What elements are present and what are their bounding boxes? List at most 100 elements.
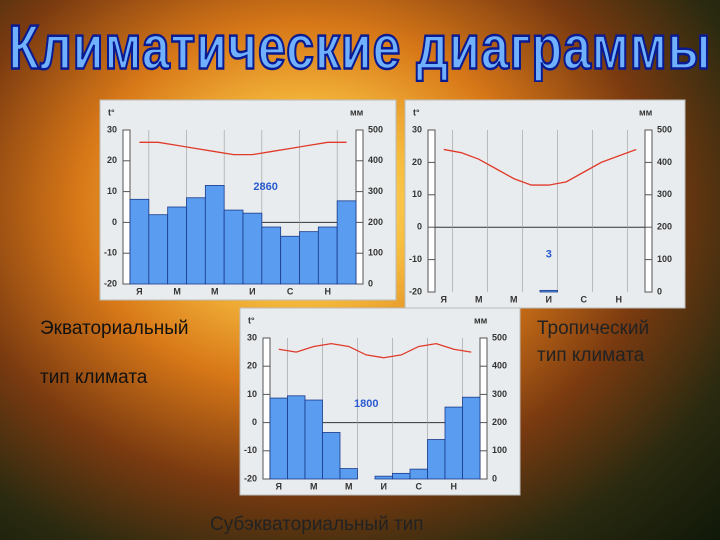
y2-tick-label: 300 bbox=[368, 186, 383, 196]
y-axis-label: t° bbox=[413, 107, 420, 117]
y2-tick-label: 500 bbox=[657, 124, 672, 134]
y-tick-label: 10 bbox=[412, 189, 422, 199]
x-tick-label: М bbox=[173, 286, 181, 296]
y2-tick-label: 500 bbox=[368, 124, 383, 134]
scale-bar bbox=[355, 129, 364, 285]
x-tick-label: М bbox=[310, 481, 318, 491]
y-tick-label: -20 bbox=[104, 278, 117, 288]
y2-tick-label: 400 bbox=[657, 157, 672, 167]
precipitation-bar bbox=[299, 231, 319, 285]
scale-bar bbox=[479, 337, 488, 480]
x-tick-label: И bbox=[381, 481, 387, 491]
y-tick-label: -20 bbox=[244, 473, 257, 483]
y-tick-label: 30 bbox=[412, 124, 422, 134]
y-tick-label: -10 bbox=[409, 254, 422, 264]
y2-tick-label: 200 bbox=[492, 417, 507, 427]
precipitation-bar bbox=[280, 235, 300, 285]
y2-tick-label: 0 bbox=[492, 473, 497, 483]
chart-panel bbox=[404, 99, 686, 309]
x-tick-label: М bbox=[345, 481, 353, 491]
precipitation-bar bbox=[317, 226, 338, 285]
x-tick-label: И bbox=[249, 286, 255, 296]
x-tick-label: М bbox=[475, 294, 483, 304]
precipitation-bar bbox=[223, 209, 244, 285]
scale-bar bbox=[262, 337, 271, 480]
caption: Экваториальный bbox=[40, 318, 189, 339]
precipitation-bar bbox=[374, 475, 393, 480]
x-tick-label: М bbox=[510, 294, 518, 304]
annotation: 2860 bbox=[253, 181, 277, 193]
precipitation-bar bbox=[462, 396, 481, 480]
precipitation-bar bbox=[539, 289, 558, 293]
y-tick-label: 20 bbox=[247, 361, 257, 371]
y2-axis-label: мм bbox=[474, 315, 488, 325]
scale-bar bbox=[644, 129, 653, 293]
y-axis-label: t° bbox=[248, 315, 255, 325]
y2-tick-label: 100 bbox=[657, 254, 672, 264]
annotation: 1800 bbox=[354, 398, 378, 410]
precipitation-bar bbox=[336, 200, 357, 285]
y2-tick-label: 200 bbox=[368, 217, 383, 227]
precipitation-bar bbox=[269, 397, 288, 480]
x-tick-label: Я bbox=[136, 286, 142, 296]
precipitation-bar bbox=[322, 432, 341, 480]
slide-title: Климатические диаграммы bbox=[8, 11, 712, 84]
x-tick-label: И bbox=[546, 294, 552, 304]
precipitation-bar bbox=[167, 206, 187, 285]
precipitation-bar bbox=[129, 198, 150, 285]
y2-tick-label: 100 bbox=[368, 248, 383, 258]
x-tick-label: Н bbox=[616, 294, 623, 304]
y2-axis-label: мм bbox=[639, 107, 653, 117]
y-tick-label: 0 bbox=[252, 417, 257, 427]
x-tick-label: С bbox=[287, 286, 294, 296]
y-tick-label: -10 bbox=[244, 445, 257, 455]
y-tick-label: 30 bbox=[247, 332, 257, 342]
precipitation-bar bbox=[444, 406, 463, 480]
y2-tick-label: 200 bbox=[657, 222, 672, 232]
y2-tick-label: 100 bbox=[492, 445, 507, 455]
caption: Тропический bbox=[537, 318, 650, 339]
precipitation-bar bbox=[427, 439, 446, 480]
x-tick-label: С bbox=[416, 481, 423, 491]
x-tick-label: Н bbox=[325, 286, 332, 296]
y-axis-label: t° bbox=[108, 107, 115, 117]
x-tick-label: М bbox=[211, 286, 219, 296]
x-tick-label: Я bbox=[441, 294, 447, 304]
y-tick-label: 0 bbox=[417, 222, 422, 232]
y2-tick-label: 500 bbox=[492, 332, 507, 342]
precipitation-bar bbox=[261, 226, 282, 285]
scale-bar bbox=[427, 129, 436, 293]
y-tick-label: -20 bbox=[409, 286, 422, 296]
scale-bar bbox=[122, 129, 131, 285]
precipitation-bar bbox=[242, 212, 263, 285]
precipitation-bar bbox=[409, 468, 428, 480]
y-tick-label: 30 bbox=[107, 124, 117, 134]
y-tick-label: 20 bbox=[412, 157, 422, 167]
temperature-line bbox=[443, 148, 637, 186]
y2-tick-label: 0 bbox=[657, 286, 662, 296]
annotation: 3 bbox=[546, 249, 552, 261]
y-tick-label: 0 bbox=[112, 217, 117, 227]
y2-tick-label: 400 bbox=[368, 155, 383, 165]
precipitation-bar bbox=[339, 468, 358, 480]
y2-tick-label: 0 bbox=[368, 278, 373, 288]
caption: тип климата bbox=[537, 345, 645, 366]
precipitation-bar bbox=[148, 214, 169, 285]
y-tick-label: 10 bbox=[107, 186, 117, 196]
y2-axis-label: мм bbox=[350, 107, 364, 117]
y-tick-label: -10 bbox=[104, 248, 117, 258]
y2-tick-label: 300 bbox=[657, 189, 672, 199]
precipitation-bar bbox=[186, 197, 206, 285]
x-tick-label: С bbox=[581, 294, 588, 304]
x-tick-label: Н bbox=[451, 481, 458, 491]
precipitation-bar bbox=[287, 395, 306, 480]
caption: Субэкваториальный тип bbox=[210, 514, 424, 535]
y2-tick-label: 300 bbox=[492, 389, 507, 399]
precipitation-bar bbox=[204, 185, 225, 285]
x-tick-label: Я bbox=[276, 481, 282, 491]
y-tick-label: 20 bbox=[107, 155, 117, 165]
